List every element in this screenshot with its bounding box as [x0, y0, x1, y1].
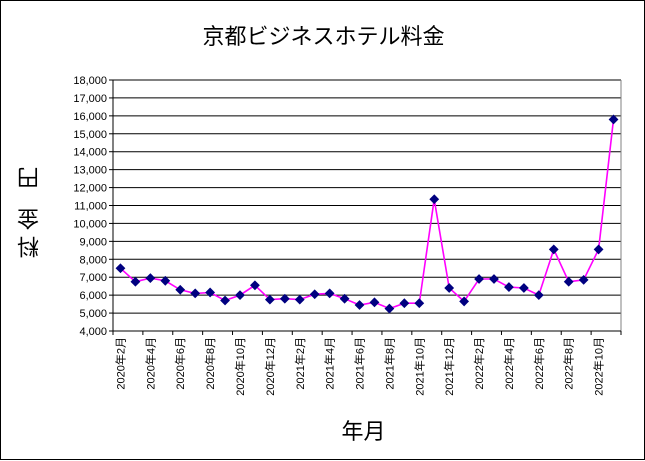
data-point: [175, 284, 186, 295]
data-point: [548, 244, 559, 255]
x-tick-label: 2021年6月: [353, 337, 367, 390]
x-tick-label: 2020年8月: [203, 337, 217, 390]
data-point: [205, 287, 216, 298]
data-point: [235, 290, 245, 301]
x-tick-label: 2022年8月: [562, 337, 576, 390]
y-tick-label: 13,000: [73, 165, 107, 177]
x-tick-label: 2022年4月: [502, 337, 516, 390]
data-point: [533, 290, 544, 301]
x-tick-label: 2022年6月: [532, 337, 546, 390]
data-point: [115, 263, 126, 274]
y-tick-label: 12,000: [73, 183, 107, 195]
y-tick-label: 14,000: [73, 147, 107, 159]
x-tick-label: 2021年2月: [293, 337, 307, 390]
y-tick-label: 6,000: [79, 290, 107, 302]
y-tick-label: 7,000: [79, 272, 107, 284]
y-tick-label: 15,000: [73, 129, 107, 141]
data-point: [593, 244, 604, 255]
data-point: [429, 194, 440, 205]
data-point: [279, 293, 290, 304]
series-line: [119, 119, 615, 310]
x-axis-label: 年月: [341, 420, 386, 445]
x-tick-label: 2020年2月: [113, 337, 127, 390]
data-point: [324, 288, 335, 299]
data-point: [578, 274, 589, 285]
x-tick-label: 2020年4月: [143, 337, 157, 390]
data-point: [474, 274, 484, 284]
data-point: [339, 293, 350, 304]
data-point: [384, 303, 395, 314]
data-point: [309, 289, 320, 300]
x-tick-label: 2021年8月: [382, 337, 396, 390]
x-tick-label: 2021年10月: [412, 337, 426, 396]
data-point: [518, 283, 529, 293]
data-point: [608, 114, 619, 125]
data-point: [504, 282, 514, 292]
data-point: [354, 300, 365, 310]
y-tick-label: 4,000: [79, 326, 107, 338]
data-point: [563, 276, 574, 287]
data-point: [369, 297, 380, 308]
data-point: [130, 276, 141, 287]
x-tick-label: 2021年12月: [442, 337, 456, 396]
y-tick-label: 5,000: [79, 308, 107, 320]
data-point: [414, 298, 425, 309]
x-tick-label: 2020年10月: [233, 337, 247, 396]
y-tick-label: 11,000: [74, 201, 107, 213]
y-tick-label: 9,000: [79, 236, 107, 248]
data-point: [399, 298, 410, 309]
y-tick-label: 10,000: [73, 218, 107, 230]
x-tick-label: 2021年4月: [323, 337, 337, 390]
data-point: [294, 294, 305, 305]
data-point: [160, 275, 171, 286]
x-tick-label: 2020年12月: [263, 337, 277, 396]
x-tick-label: 2022年10月: [592, 337, 606, 396]
y-tick-label: 8,000: [79, 254, 107, 266]
data-point: [220, 295, 230, 306]
data-point: [459, 296, 470, 307]
y-tick-label: 17,000: [73, 93, 107, 105]
data-point: [264, 294, 275, 305]
data-point: [250, 280, 260, 291]
y-tick-label: 16,000: [73, 111, 107, 123]
data-point: [444, 283, 455, 293]
data-point: [145, 273, 156, 284]
x-tick-label: 2020年6月: [173, 337, 187, 390]
data-point: [489, 274, 499, 284]
x-tick-label: 2022年2月: [472, 337, 486, 390]
chart-title: 京都ビジネスホテル料金: [202, 25, 445, 50]
data-point: [190, 288, 201, 299]
y-tick-label: 18,000: [73, 75, 107, 87]
